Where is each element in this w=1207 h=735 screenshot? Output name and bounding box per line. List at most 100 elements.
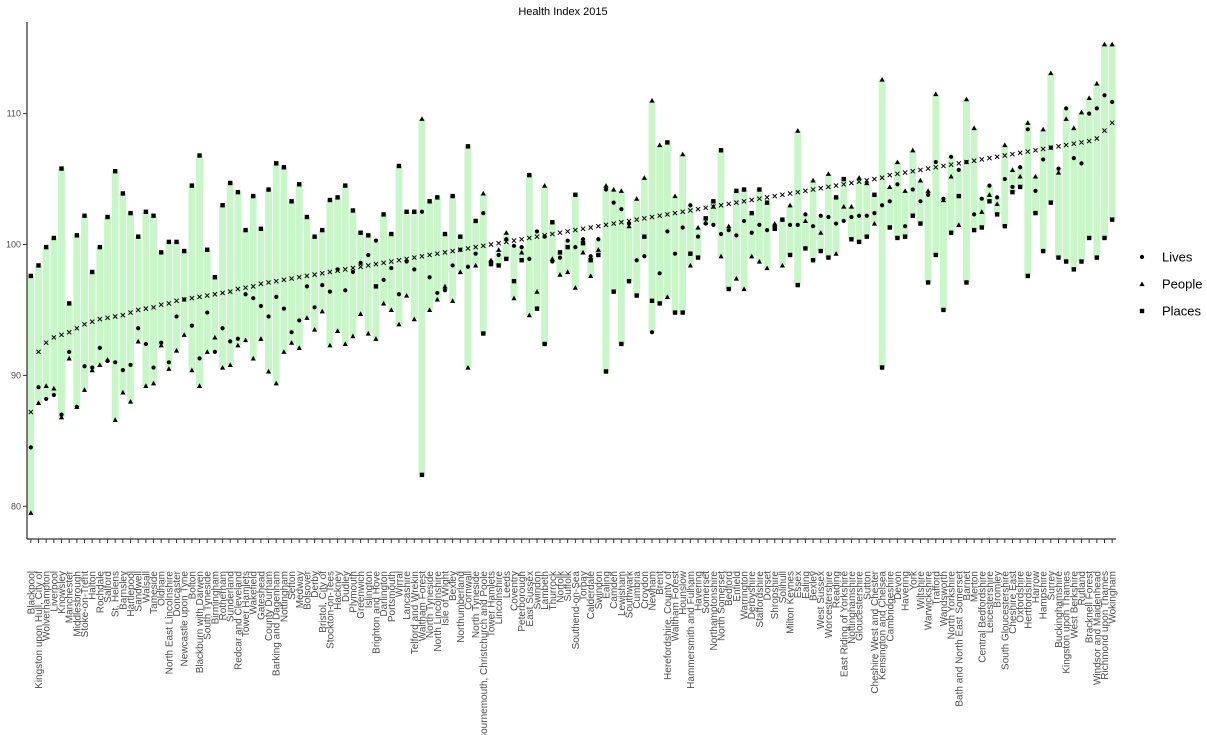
overall-point bbox=[1094, 136, 1100, 141]
overall-point bbox=[1033, 147, 1038, 153]
people-point bbox=[396, 321, 402, 327]
range-bar bbox=[809, 180, 817, 261]
overall-point bbox=[204, 293, 210, 299]
people-point bbox=[649, 97, 655, 103]
range-bar bbox=[395, 165, 403, 325]
lives-point bbox=[36, 385, 41, 390]
overall-point bbox=[128, 310, 133, 316]
x-tick-label: Windsor and Maidenhead bbox=[1092, 571, 1103, 685]
places-point bbox=[550, 220, 555, 225]
x-tick-label: Isle of Wight bbox=[440, 571, 451, 626]
people-point bbox=[288, 340, 295, 345]
overall-point bbox=[350, 265, 356, 271]
overall-point bbox=[488, 242, 494, 247]
places-point bbox=[235, 189, 241, 195]
lives-point bbox=[642, 254, 647, 259]
overall-point-stroke bbox=[212, 291, 218, 297]
legend-entry: Places bbox=[1139, 304, 1202, 319]
people-point bbox=[695, 224, 701, 230]
lives-point bbox=[1064, 106, 1069, 111]
x-tick-label: Wakefield bbox=[249, 571, 260, 615]
range-bar bbox=[196, 155, 204, 386]
overall-point-stroke bbox=[802, 188, 808, 194]
x-tick-label: Southwark bbox=[625, 570, 636, 618]
range-bar bbox=[1078, 112, 1085, 262]
places-point bbox=[289, 199, 294, 204]
people-point bbox=[841, 203, 847, 209]
places-point bbox=[833, 195, 839, 200]
people-point bbox=[1078, 109, 1085, 115]
overall-point-stroke bbox=[910, 168, 916, 174]
overall-point-stroke bbox=[1017, 150, 1023, 156]
people-point bbox=[66, 355, 72, 361]
range-bar bbox=[533, 231, 541, 309]
overall-point-stroke bbox=[1025, 149, 1031, 155]
range-bar bbox=[640, 177, 648, 257]
people-point bbox=[373, 336, 379, 341]
range-bar bbox=[663, 142, 671, 297]
range-bar bbox=[679, 154, 687, 313]
legend-entry: People bbox=[1139, 277, 1202, 292]
overall-point bbox=[465, 245, 471, 251]
overall-point-stroke bbox=[227, 289, 233, 295]
range-bar bbox=[717, 150, 725, 257]
overall-point-stroke bbox=[879, 175, 885, 181]
overall-point-stroke bbox=[97, 316, 103, 322]
overall-point bbox=[97, 316, 103, 322]
lives-point bbox=[611, 200, 616, 205]
overall-point bbox=[120, 312, 126, 318]
places-point bbox=[120, 191, 126, 196]
lives-point bbox=[1018, 165, 1023, 170]
overall-point bbox=[680, 209, 686, 215]
people-point bbox=[580, 249, 586, 255]
overall-point-stroke bbox=[120, 312, 126, 318]
lives-point bbox=[818, 213, 823, 218]
overall-point-stroke bbox=[580, 226, 586, 232]
overall-point bbox=[894, 171, 900, 177]
people-point bbox=[480, 190, 486, 196]
x-tick-label: Enfield bbox=[732, 571, 743, 602]
people-point bbox=[657, 142, 663, 148]
x-tick-label: Northamptonshire bbox=[709, 571, 720, 651]
people-point bbox=[588, 273, 594, 278]
lives-point bbox=[205, 310, 210, 315]
places-point bbox=[619, 341, 624, 347]
x-tick-label: Leicestershire bbox=[985, 571, 996, 634]
range-bar bbox=[410, 211, 418, 320]
lives-point bbox=[366, 252, 371, 258]
overall-point-stroke bbox=[442, 249, 448, 255]
overall-point bbox=[871, 176, 877, 182]
people-point bbox=[51, 385, 57, 391]
places-point bbox=[542, 341, 547, 347]
lives-point bbox=[435, 290, 440, 296]
lives-point bbox=[465, 264, 471, 269]
x-tick-label: North Yorkshire bbox=[947, 571, 958, 640]
people-point bbox=[526, 312, 532, 318]
range-bar bbox=[725, 226, 733, 290]
overall-point bbox=[611, 221, 617, 227]
places-point bbox=[596, 252, 601, 258]
overall-point-stroke bbox=[940, 163, 946, 169]
overall-point bbox=[281, 277, 287, 283]
overall-point-stroke bbox=[480, 243, 486, 249]
lives-point bbox=[97, 345, 102, 351]
range-bar bbox=[65, 303, 73, 359]
places-point bbox=[435, 195, 440, 200]
range-bar bbox=[1070, 128, 1078, 270]
lives-point bbox=[764, 228, 770, 233]
places-point bbox=[1109, 217, 1115, 222]
places-point bbox=[956, 193, 961, 199]
overall-point-stroke bbox=[312, 272, 318, 278]
range-bar bbox=[1009, 169, 1016, 193]
people-point bbox=[227, 362, 233, 368]
lives-point bbox=[113, 360, 118, 365]
overall-point bbox=[74, 325, 80, 331]
overall-point-stroke bbox=[618, 219, 624, 225]
overall-point bbox=[1079, 139, 1084, 145]
x-tick-label: Lancashire bbox=[402, 571, 413, 620]
range-bar bbox=[479, 193, 487, 334]
overall-point bbox=[151, 304, 156, 310]
people-point bbox=[473, 262, 479, 268]
places-point bbox=[795, 282, 800, 288]
overall-point-stroke bbox=[956, 160, 962, 166]
